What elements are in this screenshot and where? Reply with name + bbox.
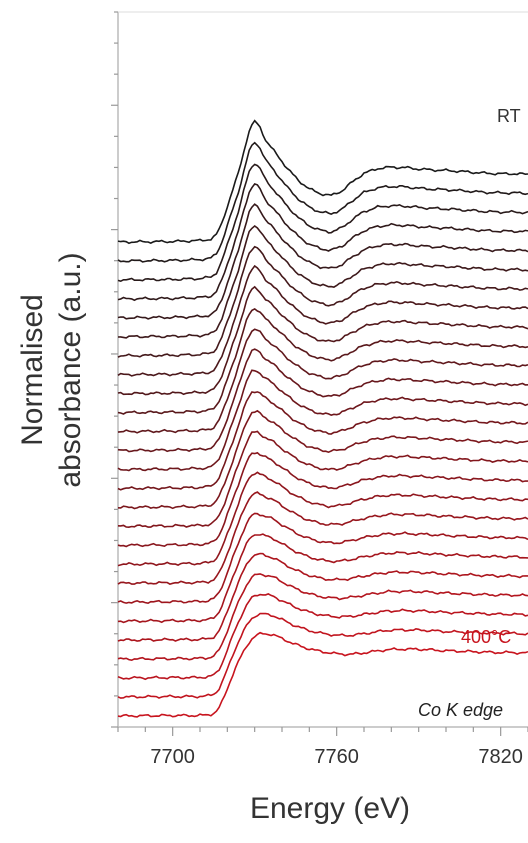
series-line [117,593,528,681]
series-line [117,183,528,302]
y-axis-ticks [111,11,118,728]
bottom-series-label: 400°C [461,627,511,647]
series-line [117,307,528,415]
series-line [117,631,528,718]
x-axis-ticks: 7700 7760 7820 [117,727,528,768]
series-line [117,552,528,642]
x-tick-label: 7820 [478,746,523,768]
series-line [117,471,528,567]
series-line [117,451,528,548]
series-line [117,369,528,472]
y-axis-title-line2: absorbance (a.u.) [54,252,87,487]
series-line [117,203,528,320]
series-line [117,119,528,245]
series-line [117,533,528,624]
series-line [117,391,528,491]
series-line [117,573,528,662]
series-line [117,141,528,263]
y-axis-title-line1: Normalised [16,294,49,446]
series-line [117,328,528,434]
series-group [117,119,528,718]
x-tick-label: 7700 [150,746,195,768]
series-line [117,264,528,377]
series-line [117,163,528,283]
series-line [117,224,528,339]
x-axis-title: Energy (eV) [250,792,410,825]
series-line [117,245,528,358]
series-line [117,348,528,453]
series-line [117,285,528,396]
series-line [117,430,528,529]
x-tick-label: 7760 [314,746,359,768]
series-line [117,612,528,699]
edge-label: Co K edge [418,700,503,720]
series-line [117,409,528,510]
series-line [117,512,528,605]
series-line [117,491,528,585]
top-series-label: RT [497,106,521,126]
